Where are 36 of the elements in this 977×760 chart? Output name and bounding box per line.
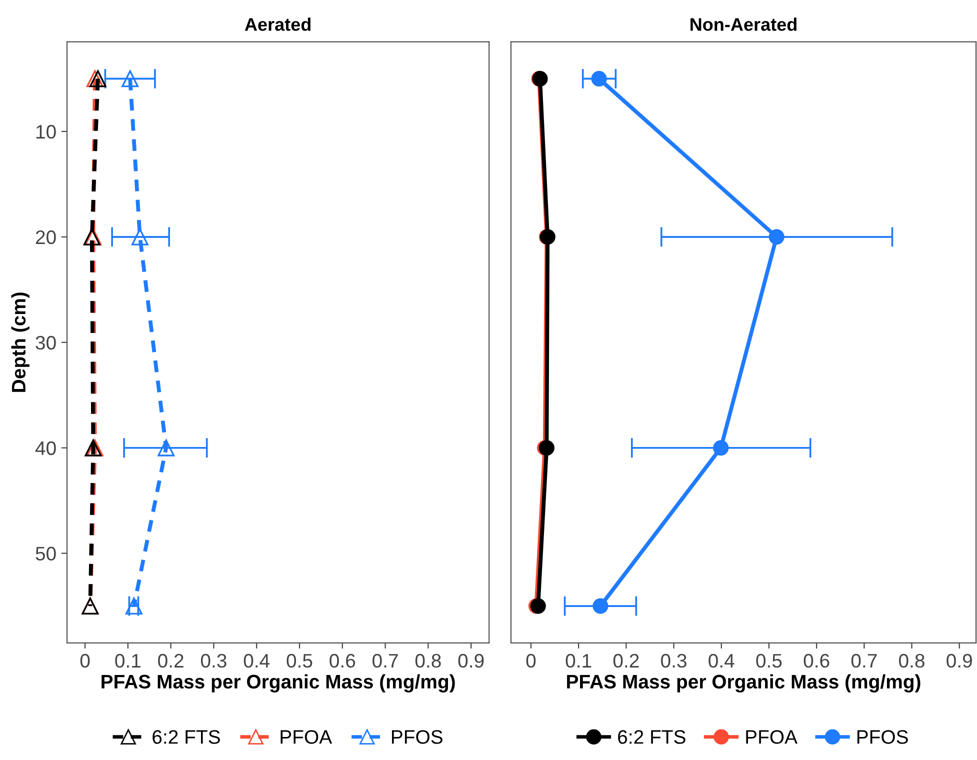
legend-label: 6:2 FTS [618, 730, 686, 744]
x-tick-label: 0.2 [158, 654, 184, 668]
chart-title: Non-Aerated [690, 18, 796, 31]
x-tick-label: 0.7 [851, 654, 877, 668]
x-tick-label: 0.6 [330, 654, 356, 668]
x-tick-label: 0.3 [200, 654, 226, 668]
x-tick-label: 0.4 [244, 654, 270, 668]
x-tick-label: 0.9 [946, 654, 972, 668]
y-axis-title: Depth (cm) [11, 292, 30, 392]
x-tick-label: 0 [526, 654, 536, 668]
x-axis-title: PFAS Mass per Organic Mass (mg/mg) [102, 674, 455, 692]
x-tick-label: 0.1 [566, 654, 592, 668]
x-tick-label: 0.3 [661, 654, 686, 668]
legend-label: PFOA [280, 730, 332, 744]
x-tick-label: 0.9 [458, 654, 484, 668]
x-tick-label: 0.1 [115, 654, 140, 668]
y-tick-label: 30 [36, 336, 56, 350]
x-tick-label: 0 [80, 654, 90, 668]
x-tick-label: 0.2 [613, 654, 639, 668]
legend-label: PFOS [392, 730, 442, 744]
chart-title: Aerated [244, 18, 310, 31]
y-tick-label: 50 [36, 546, 56, 561]
x-tick-label: 0.7 [372, 654, 398, 668]
legend-label: PFOA [746, 730, 798, 744]
legend-label: PFOS [857, 730, 908, 744]
x-tick-label: 0.5 [286, 654, 312, 668]
x-tick-label: 0.8 [899, 654, 924, 668]
y-tick-label: 10 [36, 124, 56, 139]
legend-label: 6:2 FTS [152, 730, 220, 744]
x-tick-label: 0.4 [708, 654, 734, 668]
x-tick-label: 0.5 [756, 654, 782, 668]
x-tick-label: 0.6 [804, 654, 830, 668]
y-tick-label: 20 [36, 230, 56, 244]
y-tick-label: 40 [35, 441, 56, 456]
x-tick-label: 0.8 [415, 654, 441, 668]
x-axis-title: PFAS Mass per Organic Mass (mg/mg) [567, 674, 920, 692]
